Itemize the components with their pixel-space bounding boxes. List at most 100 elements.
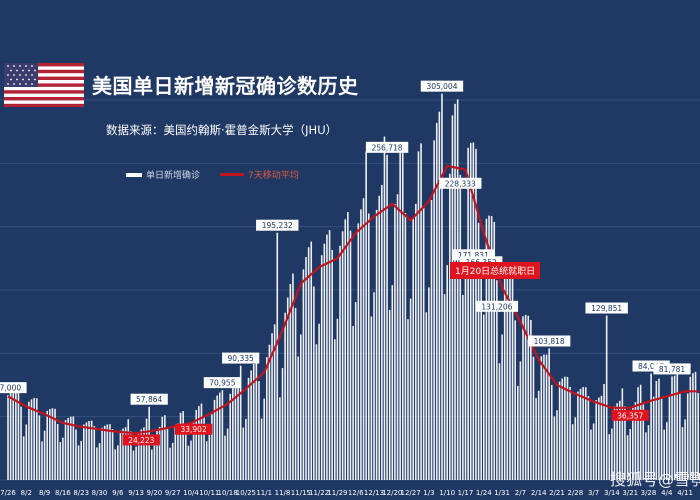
annotation-label: 195,232 bbox=[262, 221, 293, 230]
daily-bar bbox=[237, 377, 239, 480]
daily-bar bbox=[17, 386, 20, 480]
daily-bar bbox=[90, 420, 93, 480]
annotation-label: 84,067 bbox=[638, 362, 664, 371]
daily-bar bbox=[310, 241, 313, 480]
daily-bar bbox=[273, 324, 276, 480]
daily-bar bbox=[475, 148, 477, 480]
daily-bar bbox=[404, 212, 407, 480]
daily-bar bbox=[561, 378, 564, 480]
x-tick-label: 11/8 bbox=[275, 489, 291, 497]
daily-bar bbox=[370, 316, 373, 480]
daily-bar bbox=[438, 111, 441, 480]
daily-bar bbox=[12, 387, 15, 480]
daily-bar bbox=[211, 414, 213, 480]
daily-bar bbox=[391, 285, 394, 480]
x-tick-label: 3/28 bbox=[641, 489, 657, 497]
daily-bar bbox=[634, 402, 637, 480]
daily-bar bbox=[216, 395, 218, 480]
legend-bar-swatch bbox=[126, 172, 142, 177]
daily-bar bbox=[689, 376, 692, 480]
daily-bar bbox=[333, 339, 336, 480]
daily-bar bbox=[598, 397, 600, 480]
daily-bar bbox=[117, 445, 119, 480]
x-tick-label: 7/26 bbox=[0, 489, 16, 497]
daily-bar bbox=[435, 122, 438, 481]
daily-bar bbox=[673, 375, 676, 480]
x-tick-label: 1/17 bbox=[458, 489, 474, 497]
inauguration-annotation: 1月20日总统就职日 bbox=[450, 262, 541, 279]
daily-bar bbox=[122, 428, 124, 480]
daily-bar bbox=[263, 398, 265, 480]
daily-bar bbox=[639, 384, 642, 480]
daily-bar bbox=[279, 397, 281, 480]
daily-bar bbox=[417, 151, 420, 480]
x-tick-label: 2/7 bbox=[515, 489, 526, 497]
x-tick-label: 2/21 bbox=[549, 489, 565, 497]
daily-bar bbox=[443, 294, 446, 480]
daily-bar bbox=[535, 398, 537, 480]
annotation-box bbox=[653, 363, 691, 375]
annotation-label: 36,357 bbox=[617, 411, 643, 420]
daily-bar bbox=[501, 334, 503, 480]
daily-bar bbox=[161, 416, 164, 480]
daily-bar bbox=[166, 427, 169, 480]
daily-bar bbox=[313, 286, 315, 480]
daily-bar bbox=[543, 354, 545, 480]
x-tick-label: 11/22 bbox=[309, 489, 329, 497]
daily-bar bbox=[137, 431, 140, 480]
daily-bar bbox=[64, 420, 67, 480]
daily-bar bbox=[681, 427, 684, 480]
annotation-box bbox=[122, 434, 160, 446]
daily-bar bbox=[545, 354, 548, 480]
daily-bar bbox=[582, 387, 584, 480]
daily-bar bbox=[558, 381, 561, 480]
daily-bar bbox=[362, 198, 365, 480]
daily-bar bbox=[637, 387, 639, 480]
daily-bar bbox=[409, 298, 412, 480]
daily-bar bbox=[232, 387, 234, 480]
daily-bar bbox=[171, 442, 174, 480]
daily-bar bbox=[357, 223, 360, 481]
daily-bar bbox=[190, 440, 192, 480]
annotation-box bbox=[0, 382, 27, 394]
daily-bar bbox=[566, 376, 569, 480]
daily-bar bbox=[584, 387, 587, 480]
daily-bar bbox=[624, 406, 626, 480]
daily-bar bbox=[111, 429, 114, 480]
annotation-label: 70,955 bbox=[209, 379, 235, 388]
daily-bar bbox=[537, 390, 540, 480]
daily-bar bbox=[72, 416, 75, 480]
x-tick-label: 12/6 bbox=[348, 489, 364, 497]
daily-bar bbox=[67, 418, 69, 480]
daily-bar bbox=[511, 275, 514, 480]
daily-bar bbox=[297, 356, 299, 480]
daily-bar bbox=[464, 269, 467, 480]
x-tick-label: 10/18 bbox=[218, 489, 238, 497]
daily-bar bbox=[373, 292, 375, 480]
daily-bar bbox=[341, 231, 344, 480]
daily-bar bbox=[266, 357, 268, 480]
annotation-label: 129,851 bbox=[591, 304, 622, 313]
daily-bar bbox=[85, 422, 88, 480]
daily-bar bbox=[663, 429, 665, 480]
daily-bar bbox=[245, 418, 247, 480]
daily-bar bbox=[320, 255, 323, 480]
annotation-box bbox=[439, 177, 482, 189]
daily-bar bbox=[62, 437, 64, 480]
daily-bar bbox=[676, 373, 679, 480]
daily-bar bbox=[20, 406, 22, 480]
daily-bar bbox=[514, 320, 516, 480]
daily-bar bbox=[587, 396, 590, 480]
daily-bar bbox=[498, 363, 501, 480]
moving-average-line bbox=[7, 164, 699, 435]
daily-bar bbox=[294, 308, 297, 480]
annotation-label: 90,335 bbox=[228, 354, 254, 363]
daily-bar bbox=[328, 230, 331, 480]
x-tick-label: 1/31 bbox=[494, 489, 510, 497]
x-tick-label: 8/2 bbox=[21, 489, 32, 497]
daily-bar bbox=[145, 418, 148, 480]
daily-bar bbox=[9, 390, 12, 480]
daily-bar bbox=[383, 136, 386, 481]
daily-bar bbox=[671, 376, 673, 480]
